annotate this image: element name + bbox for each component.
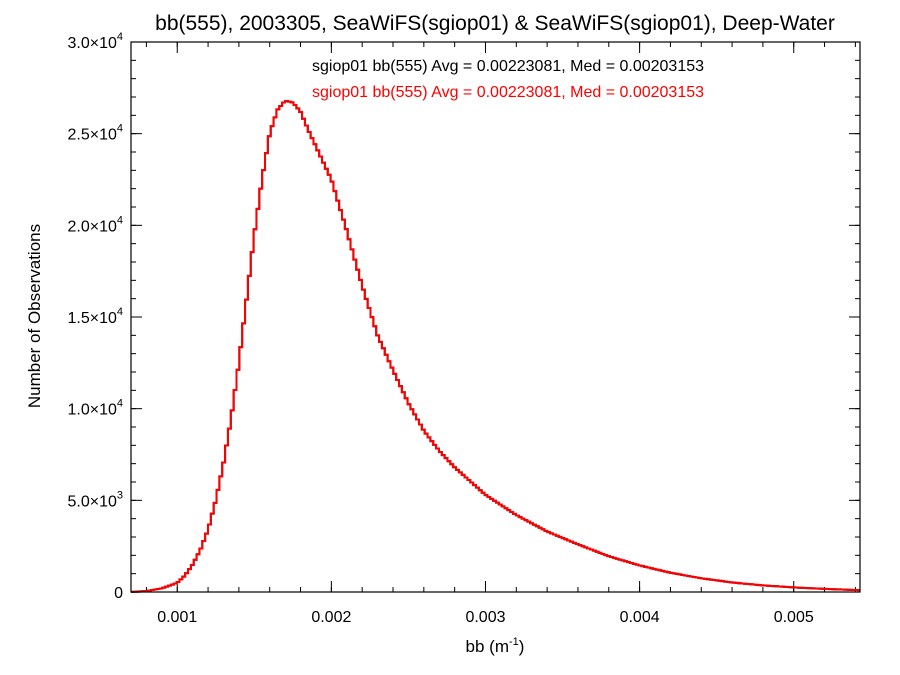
y-tick-label: 5.0×103: [67, 489, 123, 510]
x-tick-label: 0.004: [620, 609, 660, 626]
y-tick-label: 1.5×104: [67, 306, 123, 327]
legend-entry-red: sgiop01 bb(555) Avg = 0.00223081, Med = …: [312, 84, 704, 101]
legend-entry-black: sgiop01 bb(555) Avg = 0.00223081, Med = …: [312, 58, 704, 75]
axis-ticks: [131, 41, 860, 593]
y-tick-label: 3.0×104: [67, 31, 123, 52]
plot-frame: [130, 41, 861, 593]
y-axis-label: Number of Observations: [25, 224, 44, 408]
y-tick-label: 0: [114, 585, 123, 602]
x-axis-label: bb (m-1): [466, 636, 525, 656]
x-tick-label: 0.001: [157, 609, 197, 626]
series-line-red: [131, 99, 860, 593]
series-layer: [131, 99, 860, 593]
y-tick-labels: 0 5.0×103 1.0×104 1.5×104 2.0×104 2.5×104 3.0×…: [67, 31, 123, 602]
y-tick-label: 2.0×104: [67, 214, 123, 235]
y-tick-label: 2.5×104: [67, 123, 123, 144]
y-tick-label: 1.0×104: [67, 398, 123, 419]
x-tick-labels: 0.001 0.002 0.003 0.004 0.005: [157, 609, 814, 626]
x-tick-label: 0.005: [774, 609, 814, 626]
x-tick-label: 0.002: [311, 609, 351, 626]
chart-title: bb(555), 2003305, SeaWiFS(sgiop01) & Sea…: [155, 12, 835, 35]
x-tick-label: 0.003: [465, 609, 505, 626]
